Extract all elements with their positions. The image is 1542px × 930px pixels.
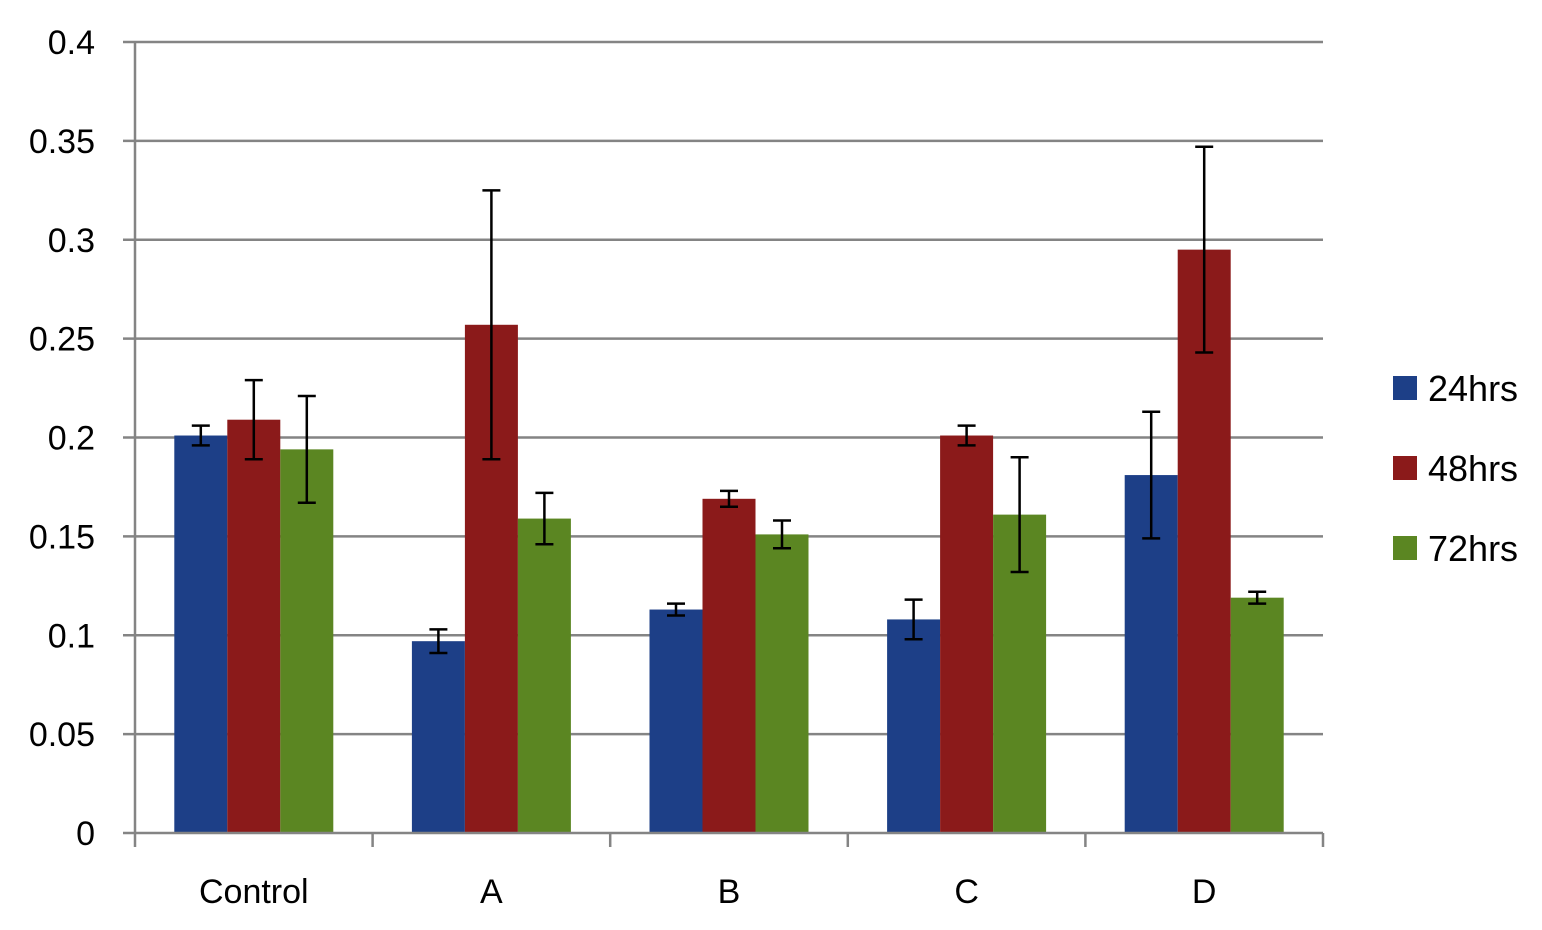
x-tick-label: B xyxy=(718,873,741,911)
y-tick-label: 0.15 xyxy=(29,518,95,556)
y-tick-label: 0.2 xyxy=(48,420,95,458)
bar-48hrs-B xyxy=(702,498,756,833)
bar-24hrs-Control xyxy=(174,435,228,833)
x-tick-label: A xyxy=(480,873,503,911)
legend-swatch-72hrs xyxy=(1393,536,1417,560)
y-tick-label: 0.25 xyxy=(29,321,95,359)
x-tick-label: D xyxy=(1192,873,1217,911)
x-tick-label: C xyxy=(954,873,979,911)
x-tick-labels: Control A B C D xyxy=(199,873,1216,911)
y-tick-label: 0.05 xyxy=(29,716,95,754)
legend: 24hrs 48hrs 72hrs xyxy=(1393,368,1518,569)
legend-label-48hrs: 48hrs xyxy=(1428,448,1518,489)
y-tick-label: 0.1 xyxy=(48,617,95,655)
axes xyxy=(133,42,1325,847)
y-tick-labels: 0 0.05 0.1 0.15 0.2 0.25 0.3 0.35 0.4 xyxy=(29,24,95,853)
y-tick-label: 0.4 xyxy=(48,24,95,62)
bar-24hrs-B xyxy=(649,609,703,833)
bar-72hrs-B xyxy=(755,534,809,833)
bar-72hrs-A xyxy=(517,518,571,833)
error-bars xyxy=(191,145,1267,655)
y-tick-label: 0 xyxy=(76,815,95,853)
bars xyxy=(174,249,1284,833)
legend-swatch-48hrs xyxy=(1393,456,1417,480)
legend-swatch-24hrs xyxy=(1393,376,1417,400)
bar-24hrs-A xyxy=(411,641,465,833)
y-tick-label: 0.3 xyxy=(48,222,95,260)
bar-48hrs-Control xyxy=(227,419,281,833)
bar-48hrs-C xyxy=(940,435,994,833)
bar-72hrs-Control xyxy=(280,449,334,833)
legend-label-24hrs: 24hrs xyxy=(1428,368,1518,409)
legend-label-72hrs: 72hrs xyxy=(1428,528,1518,569)
x-tick-label: Control xyxy=(199,873,309,911)
bar-72hrs-D xyxy=(1230,597,1284,833)
bar-24hrs-C xyxy=(887,619,941,833)
y-tick-label: 0.35 xyxy=(29,123,95,161)
